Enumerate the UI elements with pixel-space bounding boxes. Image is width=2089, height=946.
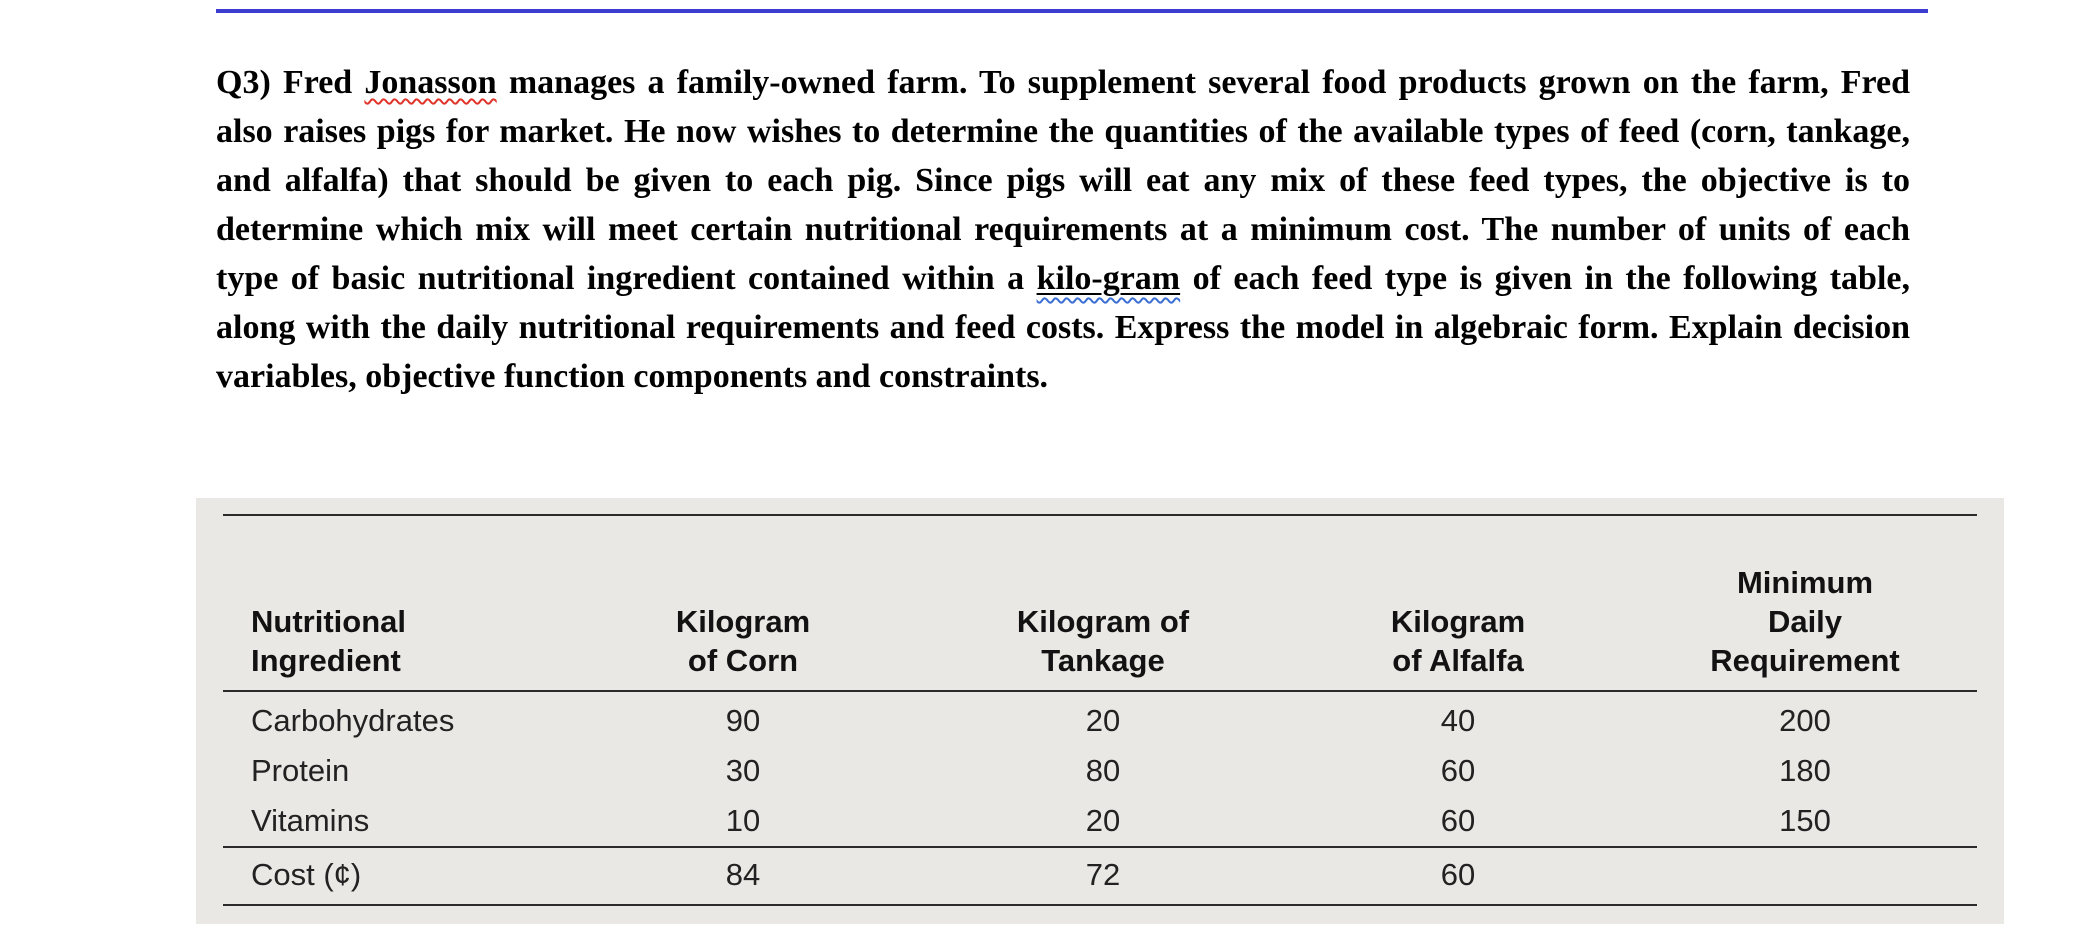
vitamins-alfalfa-value: 60 — [1440, 803, 1476, 838]
protein-tankage-value: 80 — [1085, 753, 1121, 788]
header-minimum-daily-requirement: Minimum Daily Requirement — [1710, 565, 1900, 678]
protein-requirement-value: 180 — [1779, 753, 1831, 788]
header-kilogram-of-tankage: Kilogram of Tankage — [1016, 604, 1190, 678]
vitamins-tankage-value: 20 — [1085, 803, 1121, 838]
header-nutritional-ingredient: Nutritional Ingredient — [251, 604, 406, 678]
grammar-marked-word: kilo-gram — [1037, 260, 1181, 297]
cost-alfalfa-value: 60 — [1440, 857, 1476, 892]
cost-corn-value: 84 — [725, 857, 761, 892]
underlined-word: kilo-gram — [1036, 260, 1181, 297]
question-text-suffix: of each feed type is given in the follow… — [216, 260, 1910, 395]
protein-alfalfa-value: 60 — [1440, 753, 1476, 788]
question-paragraph: Q3) Fred Jonasson manages a family-owned… — [216, 58, 1910, 401]
carbohydrates-tankage-value: 20 — [1085, 703, 1121, 738]
table-header-rule — [223, 690, 1977, 692]
table-bottom-rule — [223, 904, 1977, 906]
row-label-cost: Cost (¢) — [251, 857, 362, 892]
vitamins-requirement-value: 150 — [1779, 803, 1831, 838]
table-cost-rule — [223, 846, 1977, 848]
question-text-middle: manages a family-owned farm. To suppleme… — [216, 64, 1910, 297]
carbohydrates-requirement-value: 200 — [1779, 703, 1831, 738]
table-body: Carbohydrates 90 20 40 200 Protein 30 80… — [223, 690, 1977, 846]
carbohydrates-alfalfa-value: 40 — [1440, 703, 1476, 738]
vitamins-corn-value: 10 — [725, 803, 761, 838]
table-cost-row: Cost (¢) 84 72 60 — [223, 846, 1977, 904]
protein-corn-value: 30 — [725, 753, 761, 788]
table-top-rule — [223, 514, 1977, 516]
table-header-row: Nutritional Ingredient Kilogram of Corn … — [223, 514, 1977, 690]
misspelled-word: Jonasson — [364, 64, 497, 101]
top-divider-line — [216, 9, 1928, 13]
header-kilogram-of-corn: Kilogram of Corn — [675, 604, 811, 678]
cost-tankage-value: 72 — [1085, 857, 1121, 892]
row-label-carbohydrates: Carbohydrates — [251, 703, 455, 738]
carbohydrates-corn-value: 90 — [725, 703, 761, 738]
header-kilogram-of-alfalfa: Kilogram of Alfalfa — [1390, 604, 1526, 678]
row-label-vitamins: Vitamins — [251, 803, 370, 838]
row-label-protein: Protein — [251, 753, 350, 788]
feed-nutrition-table: Nutritional Ingredient Kilogram of Corn … — [196, 498, 2004, 924]
question-text-prefix: Q3) Fred — [216, 64, 365, 101]
